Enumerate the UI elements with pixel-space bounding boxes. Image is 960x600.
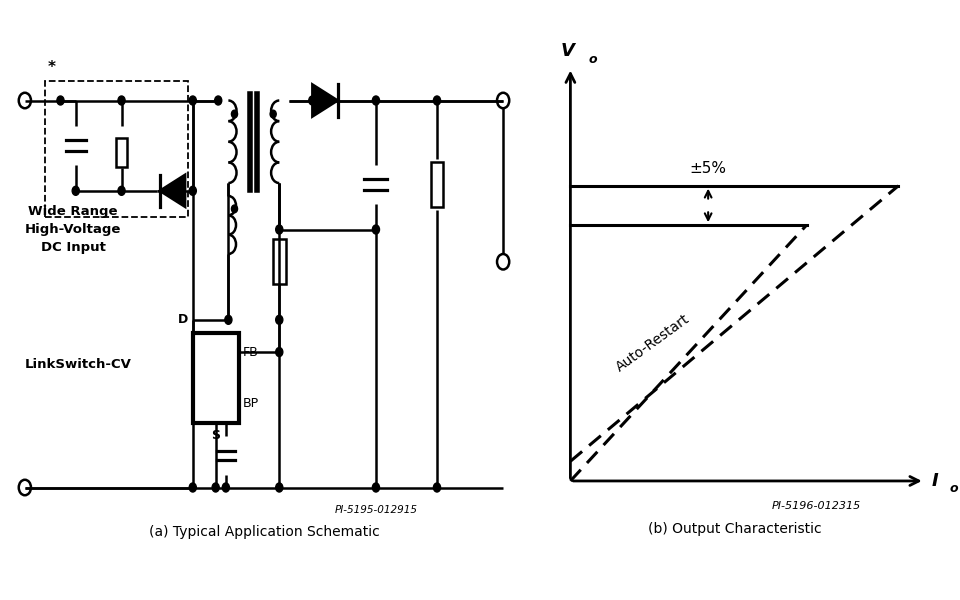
Circle shape — [212, 483, 219, 492]
Text: (b) Output Characteristic: (b) Output Characteristic — [648, 522, 821, 536]
Bar — [273, 239, 286, 284]
Text: BP: BP — [243, 397, 259, 410]
Circle shape — [225, 315, 232, 325]
Bar — [431, 162, 444, 207]
Circle shape — [189, 483, 197, 492]
Text: *: * — [48, 60, 56, 75]
Polygon shape — [159, 175, 185, 207]
Circle shape — [57, 96, 64, 105]
Circle shape — [309, 96, 316, 105]
Text: LinkSwitch-CV: LinkSwitch-CV — [25, 358, 132, 371]
Polygon shape — [312, 85, 338, 116]
Circle shape — [276, 225, 283, 234]
Circle shape — [223, 483, 229, 492]
Circle shape — [372, 96, 379, 105]
Text: FB: FB — [243, 346, 258, 359]
Circle shape — [231, 205, 237, 213]
Text: o: o — [949, 482, 958, 494]
Bar — [193, 332, 239, 423]
Text: S: S — [211, 430, 220, 442]
Circle shape — [231, 110, 237, 118]
Bar — [45, 81, 188, 217]
Circle shape — [270, 110, 276, 118]
Text: o: o — [588, 53, 597, 66]
Circle shape — [276, 347, 283, 356]
Text: PI-5195-012915: PI-5195-012915 — [334, 505, 418, 515]
Text: V: V — [561, 42, 574, 60]
Text: Wide Range
High-Voltage
DC Input: Wide Range High-Voltage DC Input — [25, 205, 121, 254]
Text: (a) Typical Application Schematic: (a) Typical Application Schematic — [149, 525, 379, 539]
Circle shape — [372, 483, 379, 492]
Text: Auto-Restart: Auto-Restart — [612, 312, 692, 374]
Circle shape — [215, 96, 222, 105]
Circle shape — [372, 225, 379, 234]
Bar — [116, 137, 127, 167]
Circle shape — [189, 96, 197, 105]
Circle shape — [276, 315, 283, 325]
Circle shape — [433, 96, 441, 105]
Text: I: I — [931, 472, 938, 490]
Circle shape — [72, 186, 80, 196]
Circle shape — [189, 186, 197, 196]
Circle shape — [118, 96, 125, 105]
Circle shape — [276, 483, 283, 492]
Circle shape — [118, 186, 125, 196]
Circle shape — [433, 483, 441, 492]
Text: PI-5196-012315: PI-5196-012315 — [772, 500, 861, 511]
Text: D: D — [178, 313, 188, 326]
Text: ±5%: ±5% — [689, 161, 727, 176]
